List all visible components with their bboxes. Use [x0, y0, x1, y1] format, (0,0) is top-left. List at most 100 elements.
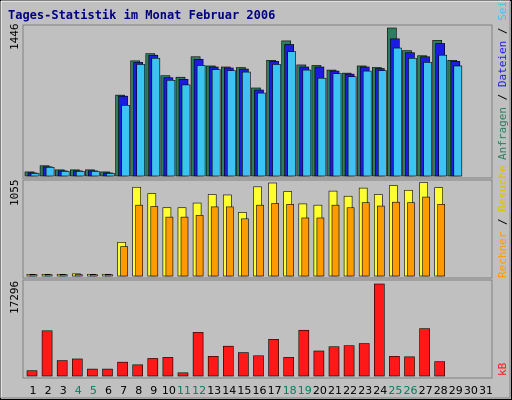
- bar-rechner-day-8: [135, 204, 143, 277]
- bar-rechner-day-14: [226, 206, 234, 277]
- bar-seiten-day-23: [362, 70, 372, 177]
- x-tick-label-day-15: 15: [237, 384, 251, 397]
- bar-seiten-day-15: [242, 71, 251, 177]
- bar-kb-day-4: [72, 358, 83, 377]
- x-tick-label-day-26: 26: [404, 384, 418, 397]
- bar-seiten-day-7: [121, 105, 130, 177]
- bar-kb-day-11: [177, 372, 189, 377]
- bar-kb-day-13: [207, 356, 219, 377]
- bar-rechner-day-10: [165, 216, 174, 277]
- bar-seiten-day-10: [166, 80, 176, 177]
- bar-rechner-day-28: [437, 204, 446, 277]
- x-tick-label-day-17: 17: [268, 384, 282, 397]
- bar-kb-day-25: [389, 356, 400, 377]
- bar-seiten-day-19: [302, 69, 312, 177]
- bar-rechner-day-23: [361, 202, 370, 277]
- bar-seiten-day-21: [332, 73, 342, 177]
- bar-rechner-day-24: [376, 205, 385, 277]
- bar-rechner-day-27: [422, 196, 430, 277]
- bar-kb-day-28: [434, 361, 446, 377]
- bar-kb-day-5: [87, 368, 98, 377]
- bar-rechner-day-4: [75, 274, 83, 277]
- bar-seiten-day-4: [76, 171, 85, 177]
- x-tick-label-day-24: 24: [373, 384, 387, 397]
- legend-separator: /: [496, 94, 509, 101]
- bar-seiten-day-22: [347, 76, 357, 177]
- x-tick-label-day-1: 1: [30, 384, 37, 397]
- bar-seiten-day-28: [438, 54, 448, 177]
- legend-seiten: Seiten: [496, 0, 509, 21]
- bar-rechner-day-1: [29, 274, 38, 277]
- bar-kb-day-14: [223, 345, 234, 377]
- bar-kb-day-27: [419, 328, 430, 377]
- bar-seiten-day-3: [60, 171, 70, 177]
- bar-rechner-day-12: [195, 215, 204, 277]
- x-tick-label-day-31: 31: [479, 384, 493, 397]
- bar-seiten-day-14: [227, 70, 236, 177]
- legend-top: Anfragen / Dateien / Seiten: [496, 0, 509, 160]
- bar-seiten-day-11: [181, 84, 191, 177]
- x-tick-label-day-21: 21: [328, 384, 342, 397]
- bar-seiten-day-27: [423, 62, 432, 177]
- x-tick-label-day-27: 27: [419, 384, 433, 397]
- bar-kb-day-22: [343, 345, 355, 377]
- bar-seiten-day-24: [377, 70, 387, 177]
- panel-middle-max-label: 1055: [8, 180, 21, 207]
- bar-seiten-day-12: [196, 65, 206, 177]
- legend-anfragen: Anfragen: [496, 107, 509, 160]
- bar-seiten-day-17: [272, 64, 281, 177]
- bar-kb-day-10: [162, 357, 174, 377]
- bar-kb-day-21: [328, 346, 340, 377]
- legend-dateien: Dateien: [496, 41, 509, 87]
- legend-middle: Rechner / Besuche: [496, 165, 509, 278]
- x-tick-label-day-3: 3: [60, 384, 67, 397]
- panel-top-max-label: 1446: [8, 24, 21, 51]
- bar-kb-day-20: [313, 350, 325, 377]
- x-tick-label-day-19: 19: [298, 384, 312, 397]
- bar-rechner-day-5: [90, 274, 98, 277]
- legend-besuche: Besuche: [496, 165, 509, 211]
- x-tick-label-day-6: 6: [105, 384, 112, 397]
- x-tick-label-day-14: 14: [222, 384, 236, 397]
- bar-rechner-day-25: [392, 201, 400, 277]
- bar-kb-day-8: [132, 364, 143, 377]
- legend-kb: kB: [496, 362, 509, 376]
- bar-seiten-day-2: [45, 167, 55, 177]
- bar-rechner-day-16: [256, 204, 264, 277]
- x-tick-label-day-4: 4: [75, 384, 82, 397]
- bar-rechner-day-18: [286, 204, 295, 277]
- bar-rechner-day-7: [120, 246, 128, 277]
- bar-kb-day-19: [298, 329, 310, 377]
- x-tick-label-day-10: 10: [162, 384, 176, 397]
- panel-bottom-max-label: 17296: [8, 281, 21, 314]
- bar-seiten-day-20: [317, 77, 327, 177]
- x-tick-label-day-7: 7: [120, 384, 127, 397]
- bar-kb-day-9: [147, 358, 159, 377]
- bar-rechner-day-2: [44, 274, 53, 277]
- bar-seiten-day-6: [106, 173, 115, 177]
- x-tick-label-day-12: 12: [192, 384, 206, 397]
- bar-kb-day-12: [192, 332, 204, 377]
- bar-kb-day-1: [26, 370, 38, 377]
- x-tick-label-day-9: 9: [150, 384, 157, 397]
- bar-kb-day-2: [41, 330, 53, 377]
- bar-kb-day-7: [117, 361, 128, 377]
- bar-kb-day-26: [404, 356, 415, 377]
- x-tick-label-day-25: 25: [388, 384, 402, 397]
- bar-kb-day-18: [283, 357, 295, 377]
- x-tick-label-day-11: 11: [177, 384, 191, 397]
- bar-kb-day-3: [56, 360, 68, 377]
- legend-separator: /: [496, 28, 509, 35]
- x-axis-ticks: 1 2 3 4 5 6 7 8 9 10 11 12 13 14 15 16 17 18 19 20 21 22 23 24 2…: [30, 384, 494, 397]
- bar-rechner-day-9: [150, 206, 159, 277]
- bar-rechner-day-15: [241, 218, 249, 277]
- bar-rechner-day-17: [271, 203, 279, 277]
- bar-kb-day-6: [102, 368, 113, 377]
- x-tick-label-day-16: 16: [253, 384, 267, 397]
- legend-separator: /: [496, 218, 509, 225]
- bar-seiten-day-18: [287, 51, 297, 177]
- x-tick-label-day-23: 23: [358, 384, 372, 397]
- bar-rechner-day-3: [59, 274, 68, 277]
- bar-rechner-day-19: [301, 217, 310, 277]
